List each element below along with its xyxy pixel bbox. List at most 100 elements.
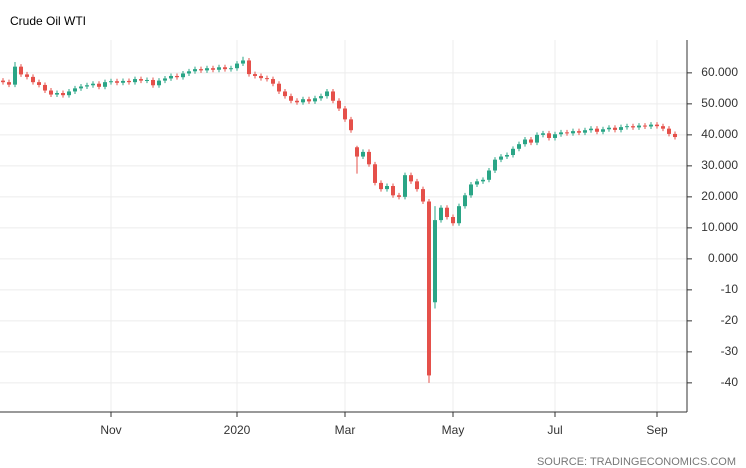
- candle-body: [373, 164, 377, 183]
- candle-body: [421, 189, 425, 202]
- candle-body: [241, 60, 245, 64]
- candle-body: [301, 99, 305, 103]
- candle-body: [31, 76, 35, 83]
- candle-body: [283, 91, 287, 97]
- candle-body: [73, 88, 77, 92]
- candle-body: [193, 69, 197, 72]
- candle-body: [553, 134, 557, 138]
- candle-body: [463, 195, 467, 207]
- candle-body: [505, 155, 509, 157]
- candle-body: [67, 91, 71, 96]
- candle-body: [577, 131, 581, 133]
- candle-body: [43, 84, 47, 91]
- candle-body: [349, 119, 353, 131]
- candle-body: [331, 91, 335, 101]
- candle-body: [583, 130, 587, 133]
- x-tick-label: Sep: [646, 423, 668, 437]
- candle-body: [457, 206, 461, 224]
- candle-body: [145, 79, 149, 81]
- candle-body: [319, 96, 323, 99]
- candle-body: [235, 63, 239, 69]
- candle-body: [655, 124, 659, 127]
- candle-body: [673, 133, 677, 138]
- candle-body: [139, 79, 143, 81]
- candle-body: [133, 79, 137, 83]
- y-tick-label: -10: [721, 282, 739, 296]
- y-tick-label: 0.000: [708, 251, 738, 265]
- chart-title: Crude Oil WTI: [10, 14, 86, 28]
- candle-body: [625, 126, 629, 128]
- y-tick-label: 10.000: [701, 220, 738, 234]
- candle-body: [277, 83, 281, 92]
- y-tick-label: 30.000: [701, 158, 738, 172]
- candle-body: [511, 148, 515, 156]
- candle-body: [103, 82, 107, 87]
- candle-body: [517, 144, 521, 149]
- candle-body: [187, 71, 191, 74]
- candle-body: [79, 86, 83, 89]
- candle-body: [535, 134, 539, 143]
- candle-body: [91, 83, 95, 86]
- candle-body: [307, 99, 311, 102]
- candle-body: [289, 96, 293, 101]
- candle-body: [115, 81, 119, 83]
- candle-body: [157, 80, 161, 86]
- candle-body: [385, 186, 389, 190]
- candle-body: [559, 132, 563, 135]
- candle-body: [223, 67, 227, 70]
- candle-body: [367, 151, 371, 165]
- y-tick-label: 50.000: [701, 96, 738, 110]
- candle-body: [409, 175, 413, 182]
- x-tick-label: 2020: [224, 423, 251, 437]
- candle-body: [499, 156, 503, 160]
- candle-body: [493, 159, 497, 171]
- candle-body: [523, 139, 527, 145]
- candle-body: [361, 151, 365, 157]
- candle-body: [439, 207, 443, 221]
- y-tick-label: -40: [721, 375, 739, 389]
- candle-body: [163, 78, 167, 81]
- candle-body: [379, 182, 383, 190]
- candle-body: [121, 80, 125, 83]
- candle-body: [175, 75, 179, 78]
- candle-body: [427, 201, 431, 376]
- candle-body: [37, 82, 41, 85]
- x-tick-label: Nov: [100, 423, 121, 437]
- candle-body: [217, 67, 221, 70]
- candle-body: [199, 69, 203, 71]
- candle-body: [601, 129, 605, 132]
- candle-body: [433, 220, 437, 303]
- candle-body: [529, 139, 533, 143]
- candle-body: [445, 207, 449, 218]
- candle-body: [109, 81, 113, 83]
- candle-body: [403, 175, 407, 197]
- y-tick-label: -20: [721, 313, 739, 327]
- x-tick-label: May: [442, 423, 465, 437]
- candle-body: [271, 79, 275, 84]
- candle-body: [55, 93, 59, 95]
- candle-body: [343, 108, 347, 120]
- y-tick-label: 60.000: [701, 65, 738, 79]
- candle-body: [97, 83, 101, 87]
- candle-body: [571, 131, 575, 134]
- y-tick-label: 40.000: [701, 127, 738, 141]
- candle-body: [649, 124, 653, 127]
- candle-body: [643, 125, 647, 127]
- candle-body: [475, 181, 479, 185]
- candle-body: [391, 186, 395, 196]
- candle-body: [259, 75, 263, 79]
- candle-body: [13, 66, 17, 85]
- candle-body: [247, 60, 251, 75]
- candle-body: [313, 98, 317, 102]
- candle-body: [631, 126, 635, 128]
- candle-body: [595, 128, 599, 132]
- candle-body: [469, 184, 473, 196]
- candle-body: [355, 147, 359, 157]
- candle-body: [295, 100, 299, 103]
- y-tick-label: -30: [721, 344, 739, 358]
- candle-body: [589, 128, 593, 131]
- candle-body: [607, 127, 611, 130]
- candle-body: [19, 66, 23, 75]
- candle-body: [211, 68, 215, 70]
